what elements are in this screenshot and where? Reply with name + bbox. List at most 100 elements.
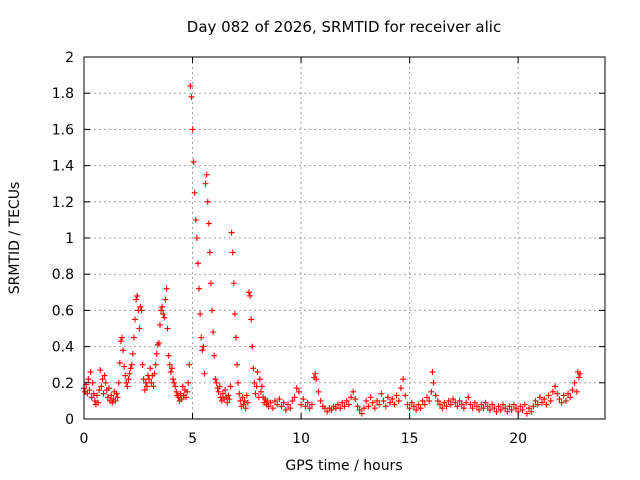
- data-point: [231, 311, 238, 318]
- y-tick-label: 0.2: [52, 376, 74, 392]
- data-point: [244, 399, 251, 406]
- data-point: [247, 292, 254, 299]
- data-point: [256, 376, 263, 383]
- data-point: [358, 410, 365, 417]
- data-point: [125, 376, 132, 383]
- data-point: [521, 401, 528, 408]
- y-tick-label: 0: [65, 412, 74, 428]
- data-point: [239, 394, 246, 401]
- data-point: [278, 403, 285, 410]
- data-point: [160, 311, 167, 318]
- data-point: [248, 316, 255, 323]
- data-point: [186, 361, 193, 368]
- data-point: [124, 383, 131, 390]
- x-tick-label: 20: [509, 431, 527, 447]
- data-point: [241, 397, 248, 404]
- data-point: [139, 361, 146, 368]
- data-point: [293, 385, 300, 392]
- data-point: [142, 379, 149, 386]
- data-point: [491, 405, 498, 412]
- data-point: [201, 370, 208, 377]
- data-point: [167, 368, 174, 375]
- data-point: [408, 399, 415, 406]
- data-point: [345, 401, 352, 408]
- data-point: [228, 229, 235, 236]
- data-point: [101, 372, 108, 379]
- data-point: [554, 390, 561, 397]
- data-point: [361, 405, 368, 412]
- data-point: [495, 403, 502, 410]
- data-point: [252, 390, 259, 397]
- data-point: [443, 403, 450, 410]
- data-point: [209, 307, 216, 314]
- data-point: [415, 401, 422, 408]
- data-point: [234, 361, 241, 368]
- data-point: [184, 388, 191, 395]
- data-point: [225, 392, 232, 399]
- data-point: [140, 376, 147, 383]
- data-point: [242, 405, 249, 412]
- data-point: [410, 403, 417, 410]
- data-point: [105, 385, 112, 392]
- data-point: [95, 399, 102, 406]
- data-point: [240, 401, 247, 408]
- data-point: [254, 368, 261, 375]
- data-point: [146, 376, 153, 383]
- data-point: [159, 303, 166, 310]
- data-point: [324, 408, 331, 415]
- data-point: [363, 397, 370, 404]
- data-point: [264, 397, 271, 404]
- data-point: [130, 334, 137, 341]
- data-point: [245, 289, 252, 296]
- data-point: [499, 401, 506, 408]
- data-point: [380, 397, 387, 404]
- data-point: [115, 379, 122, 386]
- data-point: [528, 408, 535, 415]
- data-point: [236, 390, 243, 397]
- data-point: [426, 397, 433, 404]
- data-point: [384, 394, 391, 401]
- data-point: [128, 361, 135, 368]
- data-point: [569, 387, 576, 394]
- data-point: [114, 394, 121, 401]
- data-point: [391, 401, 398, 408]
- data-point: [226, 396, 233, 403]
- data-point: [552, 383, 559, 390]
- data-point: [199, 347, 206, 354]
- data-point: [352, 396, 359, 403]
- data-point: [484, 403, 491, 410]
- data-point: [543, 401, 550, 408]
- data-point: [460, 405, 467, 412]
- x-tick-labels: 0 5 10 15 20: [80, 431, 528, 447]
- data-point: [473, 403, 480, 410]
- data-point: [478, 401, 485, 408]
- data-point: [163, 285, 170, 292]
- data-point: [113, 390, 120, 397]
- data-point: [469, 405, 476, 412]
- data-point: [467, 401, 474, 408]
- data-point: [497, 406, 504, 413]
- data-point: [378, 390, 385, 397]
- data-point: [489, 401, 496, 408]
- data-point: [230, 280, 237, 287]
- data-point: [471, 399, 478, 406]
- data-point: [249, 343, 256, 350]
- data-point: [190, 158, 197, 165]
- data-point: [112, 397, 119, 404]
- data-point: [122, 372, 129, 379]
- data-point: [172, 383, 179, 390]
- data-point: [127, 365, 134, 372]
- data-point: [202, 180, 209, 187]
- data-point: [545, 392, 552, 399]
- x-tick-label: 15: [401, 431, 419, 447]
- data-point: [100, 390, 107, 397]
- data-point: [211, 352, 218, 359]
- data-point: [207, 280, 214, 287]
- data-point: [216, 383, 223, 390]
- data-point: [313, 376, 320, 383]
- data-point: [206, 249, 213, 256]
- data-point: [165, 352, 172, 359]
- data-point: [493, 408, 500, 415]
- y-tick-label: 1: [65, 231, 74, 247]
